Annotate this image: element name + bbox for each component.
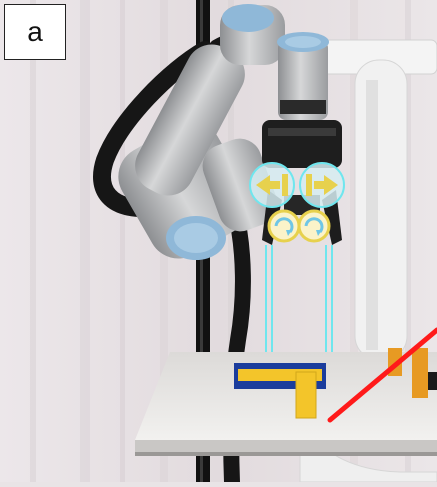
gripper-arrow-icon [299,162,345,208]
orange-block-2 [412,348,428,398]
table [135,352,437,456]
metal-frame [299,39,437,483]
panel-label: a [4,4,66,60]
rotation-icon [297,209,331,243]
rotation-icon [267,209,301,243]
yellow-block [295,371,317,419]
gripper-arrow-icon [249,162,295,208]
red-line [327,327,437,423]
